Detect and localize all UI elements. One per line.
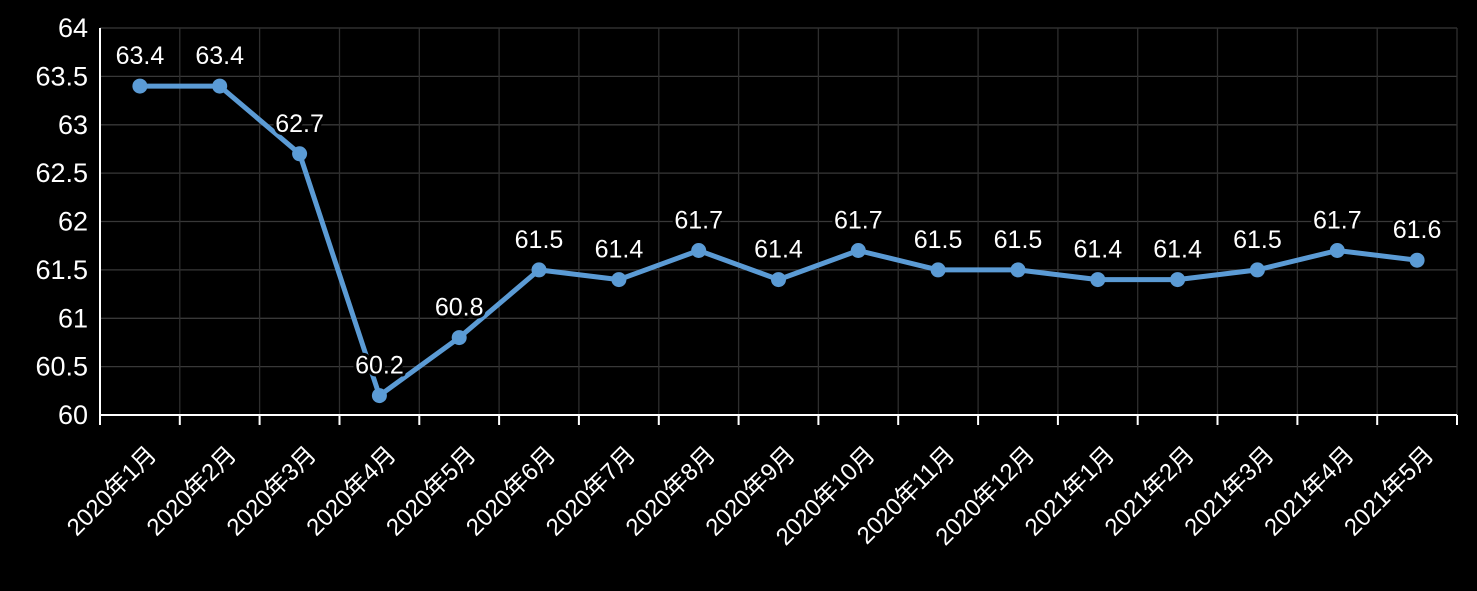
data-point-marker [850, 243, 866, 258]
data-point-marker [132, 78, 148, 94]
data-label: 61.6 [1393, 216, 1442, 244]
data-point-marker [531, 262, 547, 278]
y-tick-label: 63 [58, 110, 88, 140]
y-tick-label: 60 [58, 400, 88, 430]
data-point-marker [292, 146, 308, 162]
y-tick-label: 62.5 [35, 158, 88, 188]
data-point-marker [1170, 272, 1186, 288]
y-tick-label: 60.5 [35, 352, 88, 382]
data-point-marker [1409, 252, 1425, 268]
data-point-marker [930, 262, 946, 278]
y-tick-label: 61 [58, 303, 88, 333]
y-tick-label: 63.5 [35, 61, 88, 91]
data-point-marker [1090, 272, 1106, 288]
data-label: 63.4 [195, 42, 244, 70]
data-label: 60.8 [435, 294, 484, 322]
y-tick-label: 62 [58, 207, 88, 237]
data-label: 61.4 [754, 236, 803, 264]
data-label: 61.7 [834, 207, 883, 235]
data-label: 61.5 [515, 226, 564, 254]
data-label: 60.2 [355, 352, 404, 380]
y-tick-label: 64 [58, 13, 88, 43]
data-point-marker [771, 272, 786, 288]
data-label: 61.5 [1233, 226, 1282, 254]
data-point-marker [212, 78, 228, 94]
data-label: 61.7 [1313, 207, 1362, 235]
data-label: 61.5 [914, 226, 963, 254]
data-point-marker [371, 388, 387, 404]
data-label: 61.4 [1073, 236, 1122, 264]
data-label: 63.4 [116, 42, 165, 70]
data-label: 62.7 [275, 110, 324, 138]
data-label: 61.5 [994, 226, 1043, 254]
data-point-marker [1249, 262, 1265, 278]
data-label: 61.4 [1153, 236, 1202, 264]
data-point-marker [1010, 262, 1026, 278]
data-point-marker [451, 330, 467, 346]
data-label: 61.4 [595, 236, 644, 264]
data-point-marker [691, 243, 707, 258]
data-label: 61.7 [674, 207, 723, 235]
y-tick-label: 61.5 [35, 255, 88, 285]
data-point-marker [611, 272, 627, 288]
data-point-marker [1329, 243, 1345, 258]
